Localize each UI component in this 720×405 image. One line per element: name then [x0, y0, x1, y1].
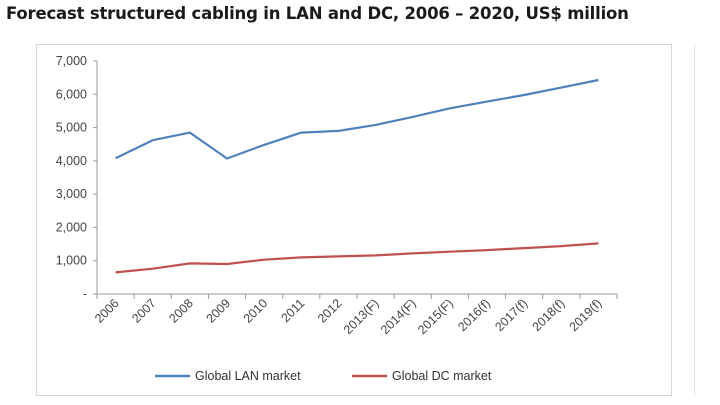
- x-tick-label: 2012: [315, 296, 345, 326]
- x-tick-label: 2006: [92, 296, 122, 326]
- y-tick-label: 5,000: [56, 121, 87, 135]
- x-tick-label: 2013(F): [341, 296, 382, 337]
- series-line-dc: [115, 242, 599, 274]
- chart-title: Forecast structured cabling in LAN and D…: [6, 4, 629, 23]
- x-tick-label: 2010: [241, 296, 271, 326]
- legend-label: Global DC market: [392, 369, 492, 383]
- y-tick-label: -: [83, 287, 87, 301]
- y-tick-label: 1,000: [56, 254, 87, 268]
- x-tick-label: 2019(f): [567, 296, 605, 334]
- x-tick-label: 2016(f): [455, 296, 493, 334]
- x-tick-label: 2011: [278, 296, 307, 325]
- x-tick-label: 2008: [166, 296, 196, 326]
- x-tick-label: 2009: [204, 296, 234, 326]
- x-tick-label: 2014(F): [378, 296, 419, 337]
- divider: [694, 44, 695, 396]
- y-tick-label: 2,000: [56, 220, 87, 234]
- x-tick-label: 2007: [129, 296, 159, 326]
- y-tick-label: 4,000: [56, 154, 87, 168]
- legend: Global LAN market Global DC market: [155, 369, 492, 383]
- x-tick-label: 2017(f): [492, 296, 530, 334]
- series-line-lan: [115, 78, 599, 160]
- chart-frame: [36, 44, 672, 396]
- x-tick-label: 2015(F): [415, 296, 456, 337]
- series-lines: [115, 78, 599, 274]
- legend-label: Global LAN market: [195, 369, 301, 383]
- y-tick-label: 7,000: [56, 54, 87, 68]
- axes: [93, 60, 618, 299]
- y-tick-labels: - 1,000 2,000 3,000 4,000 5,000 6,000 7,000: [56, 54, 87, 301]
- y-tick-label: 6,000: [56, 87, 87, 101]
- x-tick-label: 2018(f): [529, 296, 567, 334]
- y-tick-label: 3,000: [56, 187, 87, 201]
- x-tick-labels: 2006 2007 2008 2009 2010 2011 20122013(F)2014(…: [92, 296, 604, 337]
